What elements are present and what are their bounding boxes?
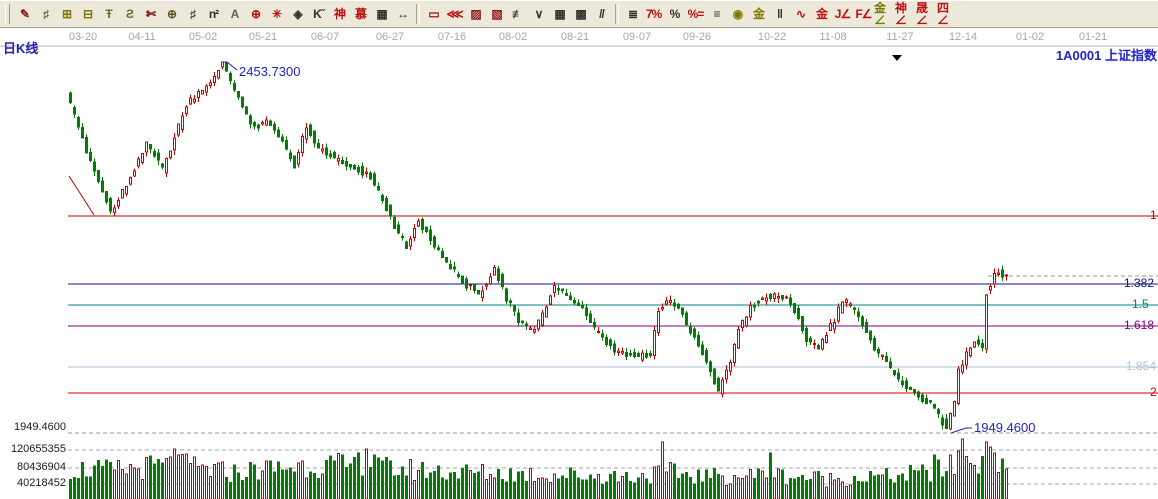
gann-fan-icon[interactable]: ⋘: [446, 7, 463, 21]
n-squared-icon[interactable]: n²: [208, 7, 219, 21]
volume-scale-label: 80436904: [17, 461, 66, 473]
gold-seal-2-icon[interactable]: ⊟: [82, 7, 93, 21]
f-angle-icon[interactable]: F∠: [855, 7, 872, 21]
toolbar-separator: [615, 4, 619, 24]
band-s-icon[interactable]: Ƨ: [125, 7, 134, 21]
toolbar: ✎ ♯ ⊞ ⊟ Ŧ Ƨ ✄ ⊕ ♯ n² A ⊕ ✳ ◈ K˝ 神慕 ▦ ↔ ▭ ⋘ ▨ ▧ ≢ ∨ ▦ ▩ // ≣ 7%% %= ≡ ◉ 金…: [0, 0, 1158, 28]
shen-tool-icon[interactable]: 神: [333, 7, 346, 21]
golden-level-label: 2: [1150, 385, 1157, 399]
spiderweb-icon[interactable]: ◈: [293, 7, 302, 21]
gold-lines-icon[interactable]: 金: [752, 7, 765, 21]
gold-box-icon[interactable]: 金: [815, 7, 828, 21]
date-tick-label: 11-08: [819, 31, 847, 43]
gold-angle-icon[interactable]: 金∠: [874, 1, 886, 27]
gold-percent-icon[interactable]: %=: [687, 7, 705, 21]
multi-line-icon[interactable]: ≢: [512, 7, 524, 21]
calendar-grid-icon[interactable]: ▦: [376, 7, 387, 21]
low-price-annotation: 1949.4600: [974, 420, 1036, 435]
grid-tool-2-icon[interactable]: ▩: [575, 7, 586, 21]
toolbar-grip[interactable]: [5, 4, 10, 24]
cycle-circle-icon[interactable]: ⊕: [166, 7, 177, 21]
four-angle-icon[interactable]: 四∠: [937, 1, 949, 27]
wave-av-icon[interactable]: ∿: [795, 7, 806, 21]
percent-icon[interactable]: %: [669, 7, 681, 21]
frame-tool-icon[interactable]: ▭: [428, 7, 439, 21]
date-tick-label: 03-20: [68, 31, 98, 43]
symbol-label[interactable]: 1A0001 上证指数: [1055, 48, 1157, 63]
golden-level-label: 1: [1150, 208, 1157, 222]
date-tick-label: 06-27: [375, 31, 405, 43]
percent-slash-icon[interactable]: 7%: [645, 7, 662, 21]
golden-level-label: 1.618: [1124, 318, 1155, 332]
cut-brush-icon[interactable]: ✄: [145, 7, 156, 21]
slant-lines-icon[interactable]: //: [599, 7, 605, 21]
angle-a-icon[interactable]: A: [230, 7, 240, 21]
gold-circle-icon[interactable]: ◉: [732, 7, 743, 21]
date-tick-label: 05-02: [188, 31, 218, 43]
date-tick-label: 06-07: [310, 31, 340, 43]
date-tick-label: 04-11: [128, 31, 156, 43]
date-tick-label: 01-21: [1078, 31, 1108, 43]
volume-scale-label: 40218452: [17, 477, 66, 489]
golden-level-label: 1.854: [1126, 359, 1157, 373]
gold-seal-icon[interactable]: ⊞: [61, 7, 72, 21]
golden-level-label: 1.382: [1124, 276, 1155, 290]
toolbar-separator: [416, 4, 420, 24]
volume-scale-label: 120655355: [10, 443, 66, 455]
date-tick-label: 09-26: [682, 31, 712, 43]
j-angle-icon[interactable]: J∠: [834, 7, 851, 21]
date-tick-label: 08-02: [498, 31, 528, 43]
period-label[interactable]: 日K线: [3, 41, 39, 56]
scale-ruler-icon[interactable]: ≣: [627, 7, 638, 21]
v-bottom-icon[interactable]: ∨: [534, 7, 544, 21]
draw-brush-icon[interactable]: ✎: [19, 7, 30, 21]
measure-knife-icon[interactable]: ‖: [777, 7, 783, 21]
date-tick-label: 11-27: [886, 31, 914, 43]
toolbar-icons: ✎ ♯ ⊞ ⊟ Ŧ Ƨ ✄ ⊕ ♯ n² A ⊕ ✳ ◈ K˝ 神慕 ▦ ↔ ▭ ⋘ ▨ ▧ ≢ ∨ ▦ ▩ // ≣ 7%% %= ≡ ◉ 金…: [14, 1, 958, 27]
shaded-box-2-icon[interactable]: ▧: [491, 7, 502, 21]
date-tick-label: 09-07: [622, 31, 652, 43]
high-price-annotation: 2453.7300: [239, 64, 301, 79]
starburst-icon[interactable]: ✳: [271, 7, 282, 21]
price-scale-low-label: 1949.4600: [14, 421, 66, 433]
mu-tool-icon[interactable]: 慕: [354, 7, 367, 21]
width-measure-icon[interactable]: ↔: [397, 7, 409, 21]
grid-tool-icon[interactable]: ▦: [554, 7, 565, 21]
cheng-angle-icon[interactable]: 晟∠: [916, 1, 928, 27]
shaded-box-icon[interactable]: ▨: [470, 7, 481, 21]
date-tick-label: 10-22: [757, 31, 787, 43]
date-tick-label: 12-14: [948, 31, 978, 43]
golden-level-label: 1.5: [1132, 297, 1149, 311]
date-tick-label: 01-02: [1015, 31, 1045, 43]
date-tick-label: 05-21: [248, 31, 278, 43]
band-f-icon[interactable]: Ŧ: [105, 7, 112, 21]
date-tick-label: 07-16: [437, 31, 467, 43]
k-mark-icon[interactable]: K˝: [313, 7, 325, 21]
date-tick-label: 08-21: [560, 31, 590, 43]
three-lines-icon[interactable]: ≡: [713, 7, 720, 21]
comb-ruler-icon[interactable]: ♯: [43, 7, 49, 21]
crosshair-icon[interactable]: ⊕: [250, 7, 261, 21]
shen-angle-icon[interactable]: 神∠: [895, 1, 907, 27]
comb-icon[interactable]: ♯: [190, 7, 196, 21]
